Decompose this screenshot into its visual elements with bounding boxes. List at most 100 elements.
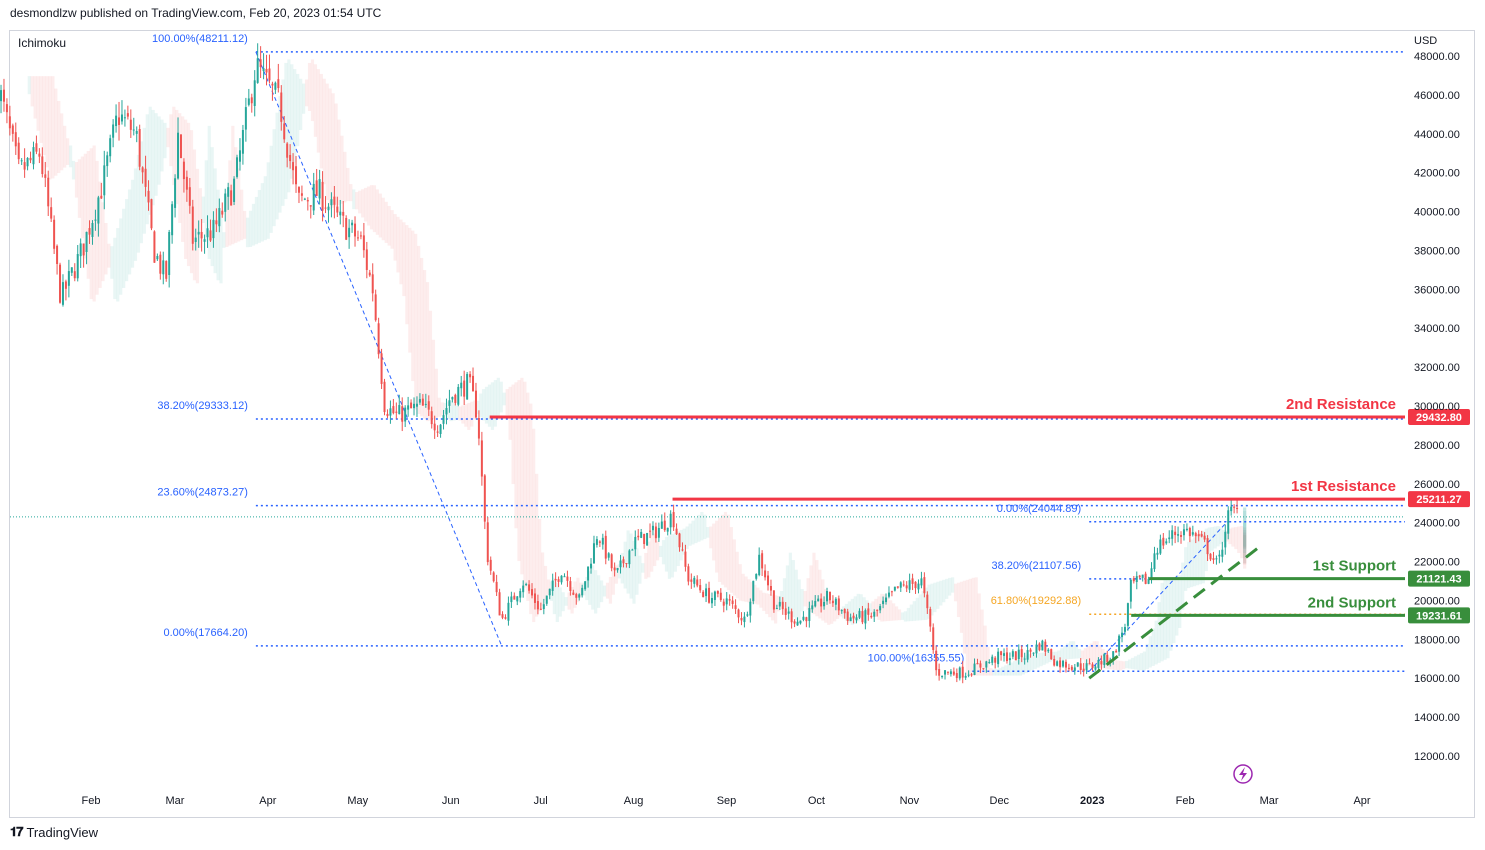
candle-body [477,418,480,439]
candle-body [11,125,14,134]
cloud-segment [1243,535,1247,549]
chart-frame [9,30,1475,818]
cloud-segment [664,536,669,572]
candle-body [1085,663,1088,671]
candle-body [404,407,407,422]
candle-body [501,614,504,618]
cloud-segment [682,528,686,555]
candle-body [719,592,722,600]
fib-diagonal [1088,521,1228,672]
candle-body [265,68,268,73]
candle-body [73,271,76,279]
cloud-segment [1048,652,1052,663]
cloud-segment [806,578,810,610]
candle-body [646,532,649,546]
cloud-segment [45,76,49,168]
cloud-segment [446,401,450,419]
cloud-segment [794,569,798,621]
flash-icon[interactable] [1233,764,1253,784]
candle-body [247,98,250,105]
cloud-segment [355,192,359,210]
y-tick-label: 24000.00 [1414,518,1460,530]
candle-body [908,580,911,590]
cloud-segment [859,594,863,619]
cloud-segment [591,565,595,610]
candle-body [330,199,333,206]
candle-body [1044,641,1047,652]
cloud-segment [818,569,822,619]
candle-body [784,608,787,615]
cloud-segment [39,76,43,143]
indicator-label[interactable]: Ichimoku [18,36,67,50]
cloud-segment [658,545,663,558]
cloud-segment [564,597,568,606]
candle-body [171,204,174,236]
cloud-segment [567,592,571,610]
candle-body [778,601,781,607]
candle-body [150,199,153,229]
candle-body [716,591,719,594]
candle-body [26,157,29,167]
cloud-segment [827,598,831,625]
candle-body [395,411,398,413]
cloud-segment [1198,533,1203,585]
footer-brand[interactable]: 𝟏𝟕 TradingView [10,824,98,840]
candle-body [129,119,132,130]
candle-body [1200,534,1203,537]
cloud-segment [1178,575,1182,628]
candle-body [50,207,53,219]
cloud-segment [706,527,710,538]
y-tick-label: 34000.00 [1414,323,1460,335]
cloud-segment [977,593,981,676]
cloud-segment [1033,653,1037,669]
cloud-segment [422,270,427,419]
cloud-segment [302,83,306,114]
candle-body [492,572,495,582]
price-badge [1408,607,1470,624]
cloud-segment [139,141,143,244]
candle-body [280,92,283,122]
cloud-segment [89,148,93,300]
cloud-segment [1066,643,1070,660]
cloud-segment [838,608,843,617]
cloud-segment [1210,527,1214,551]
cloud-segment [63,125,67,168]
cloud-segment [310,59,315,122]
cloud-segment [995,669,999,676]
candle-body [831,600,834,604]
y-tick-label: 44000.00 [1414,129,1460,141]
candle-body [474,390,477,418]
cloud-segment [254,196,259,245]
cloud-segment [750,582,754,604]
cloud-segment [470,401,474,427]
cloud-segment [125,199,129,282]
candle-body [1067,667,1070,669]
cloud-segment [1051,651,1055,661]
cloud-segment [399,219,403,285]
cloud-segment [1036,652,1040,668]
candle-body [197,231,200,235]
cloud-segment [1243,532,1247,565]
candle-body [162,260,165,275]
candle-body [297,187,300,193]
candle-body [666,527,669,532]
cloud-segment [169,114,173,167]
cloud-segment [623,541,627,589]
y-tick-label: 38000.00 [1414,245,1460,257]
candle-body [365,249,368,270]
cloud-segment [157,116,161,185]
cloud-segment [502,392,506,406]
candle-body [433,423,436,431]
cloud-segment [151,109,155,206]
trendline [1088,542,1264,680]
cloud-segment [797,579,801,624]
candle-body [241,130,244,154]
price-badge-label: 19231.61 [1416,610,1462,622]
cloud-segment [328,88,332,210]
cloud-segment [313,64,318,137]
cloud-segment [597,575,601,608]
cloud-segment [1045,652,1049,664]
cloud-segment [1243,508,1247,553]
price-badge [1408,409,1470,426]
